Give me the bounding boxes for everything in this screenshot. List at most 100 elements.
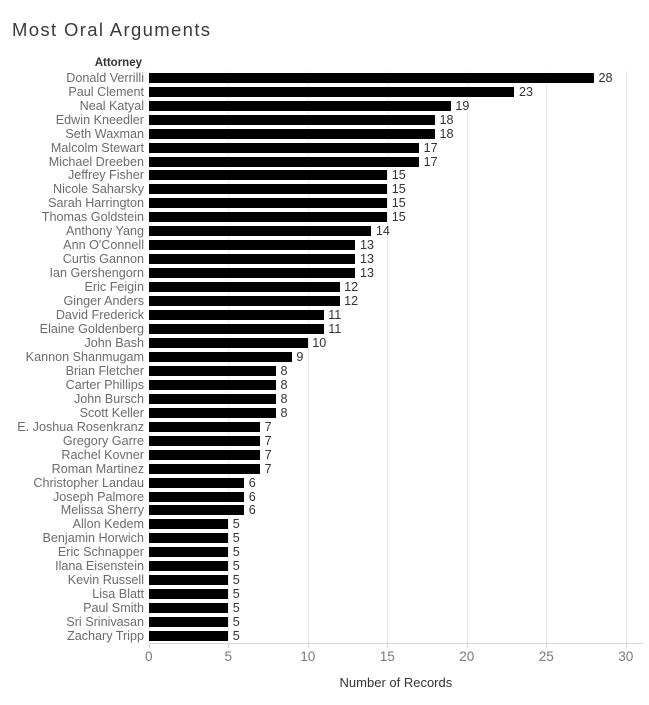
bar-mark[interactable] (148, 184, 388, 195)
gridline-x-10 (307, 70, 309, 644)
value-label: 8 (280, 377, 288, 392)
category-label: Melissa Sherry (60, 503, 144, 518)
bar-mark[interactable] (148, 561, 229, 572)
bar-mark[interactable] (148, 407, 276, 418)
bar-mark[interactable] (148, 240, 356, 251)
category-label: Brian Fletcher (65, 363, 144, 378)
bar-mark[interactable] (148, 268, 356, 279)
bar-mark[interactable] (148, 226, 372, 237)
value-label: 28 (598, 70, 613, 85)
bar-mark[interactable] (148, 631, 229, 642)
category-label: Paul Clement (68, 84, 144, 99)
bar-mark[interactable] (148, 505, 245, 516)
category-label: Ann O'Connell (63, 238, 144, 253)
bar-mark[interactable] (148, 519, 229, 530)
bar-mark[interactable] (148, 365, 276, 376)
tick-mark-x-20 (466, 643, 468, 648)
bar-mark[interactable] (148, 617, 229, 628)
value-label: 15 (391, 196, 406, 211)
bar-mark[interactable] (148, 575, 229, 586)
value-label: 6 (248, 503, 256, 518)
tick-mark-x-15 (387, 643, 389, 648)
x-axis-line (148, 643, 643, 645)
value-label: 13 (360, 238, 375, 253)
bar-mark[interactable] (148, 254, 356, 265)
bar-mark[interactable] (148, 337, 308, 348)
bar-mark[interactable] (148, 128, 435, 139)
chart-title: Most Oral Arguments (12, 19, 212, 40)
category-label: Paul Smith (83, 601, 144, 616)
bar-mark[interactable] (148, 351, 292, 362)
category-label: John Bursch (73, 391, 144, 406)
bar-mark[interactable] (148, 603, 229, 614)
category-label: Eric Schnapper (57, 545, 144, 560)
category-label: Roman Martinez (51, 461, 144, 476)
value-label: 5 (232, 559, 240, 574)
bar-mark[interactable] (148, 72, 594, 83)
bar-mark[interactable] (148, 379, 276, 390)
category-label: Jeffrey Fisher (67, 168, 144, 183)
category-label: E. Joshua Rosenkranz (17, 419, 144, 434)
category-label: Christopher Landau (33, 475, 144, 490)
bar-mark[interactable] (148, 170, 388, 181)
bar-mark[interactable] (148, 100, 451, 111)
value-label: 9 (296, 349, 304, 364)
tick-mark-x-10 (307, 643, 309, 648)
category-label: Eric Feigin (84, 280, 145, 295)
gridline-x-20 (466, 70, 468, 644)
row-field-label-attorney[interactable]: Attorney (94, 57, 142, 69)
category-label: Allon Kedem (72, 517, 144, 532)
bar-mark[interactable] (148, 142, 420, 153)
value-label: 8 (280, 391, 288, 406)
category-label: Edwin Kneedler (55, 112, 144, 127)
value-label: 5 (232, 615, 240, 630)
bar-mark[interactable] (148, 198, 388, 209)
value-label: 11 (328, 322, 342, 337)
category-label: Ginger Anders (63, 294, 144, 309)
bar-mark[interactable] (148, 296, 340, 307)
category-label: Lisa Blatt (92, 587, 144, 602)
bar-mark[interactable] (148, 477, 245, 488)
value-label: 5 (232, 587, 240, 602)
x-tick-label-10: 10 (300, 649, 316, 664)
category-label: Gregory Garre (62, 433, 144, 448)
bar-mark[interactable] (148, 491, 245, 502)
bar-mark[interactable] (148, 212, 388, 223)
category-label: Rachel Kovner (61, 447, 144, 462)
value-label: 5 (232, 531, 240, 546)
category-label: Zachary Tripp (67, 629, 144, 644)
bar-mark[interactable] (148, 310, 324, 321)
value-label: 8 (280, 405, 288, 420)
value-label: 6 (248, 489, 256, 504)
bar-mark[interactable] (148, 463, 261, 474)
category-label: Elaine Goldenberg (39, 322, 144, 337)
value-label: 5 (232, 573, 240, 588)
value-label: 17 (423, 140, 438, 155)
bar-mark[interactable] (148, 282, 340, 293)
bar-mark[interactable] (148, 324, 324, 335)
bar-mark[interactable] (148, 449, 261, 460)
bar-mark[interactable] (148, 156, 420, 167)
bar-mark[interactable] (148, 421, 261, 432)
value-label: 13 (360, 252, 375, 267)
bar-mark[interactable] (148, 533, 229, 544)
value-label: 7 (264, 419, 272, 434)
bar-mark[interactable] (148, 393, 276, 404)
tick-mark-x-30 (625, 643, 627, 648)
tick-mark-x-25 (546, 643, 548, 648)
x-tick-label-0: 0 (145, 649, 153, 664)
value-label: 15 (391, 168, 406, 183)
value-label: 17 (423, 154, 438, 169)
bar-mark[interactable] (148, 435, 261, 446)
category-label: Joseph Palmore (52, 489, 144, 504)
category-label: Kevin Russell (67, 573, 144, 588)
category-label: Anthony Yang (66, 224, 144, 239)
value-label: 18 (439, 112, 454, 127)
bar-mark[interactable] (148, 547, 229, 558)
category-label: Sri Srinivasan (66, 615, 144, 630)
bar-mark[interactable] (148, 86, 515, 97)
bar-mark[interactable] (148, 589, 229, 600)
value-label: 7 (264, 433, 272, 448)
category-label: Donald Verrilli (66, 70, 144, 85)
bar-mark[interactable] (148, 114, 435, 125)
